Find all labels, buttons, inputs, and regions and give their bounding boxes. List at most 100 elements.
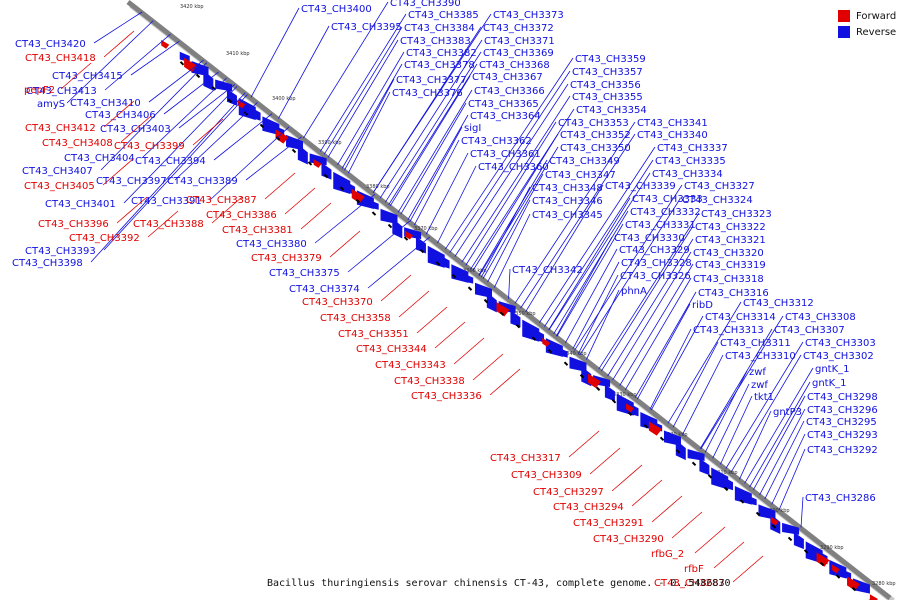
reverse-label-leader bbox=[771, 433, 806, 505]
forward-label-leader bbox=[103, 30, 135, 58]
reverse-gene-label: CT43_CH3345 bbox=[532, 210, 603, 221]
outer-track-dash bbox=[611, 399, 617, 404]
outer-track-dash bbox=[755, 511, 761, 517]
reverse-gene-label: CT43_CH3311 bbox=[720, 338, 791, 349]
forward-gene-arrow bbox=[847, 576, 861, 591]
reverse-gene-label: CT43_CH3410 bbox=[70, 98, 141, 109]
reverse-gene-arrow bbox=[250, 107, 261, 121]
reverse-gene-label: CT43_CH3404 bbox=[64, 153, 135, 164]
reverse-gene-label: CT43_CH3380 bbox=[236, 239, 307, 250]
genome-caption: Bacillus thuringiensis serovar chinensis… bbox=[267, 578, 731, 589]
reverse-label-leader bbox=[480, 186, 531, 278]
forward-label-leader bbox=[329, 230, 361, 258]
outer-track-dash bbox=[675, 449, 681, 454]
forward-gene-arrow bbox=[542, 337, 551, 347]
reverse-gene-label: CT43_CH3333 bbox=[632, 194, 703, 205]
reverse-gene-arrow bbox=[215, 79, 233, 92]
forward-label-leader bbox=[102, 158, 134, 186]
legend-reverse-label: Reverse bbox=[856, 26, 897, 38]
reverse-gene-label: gntK_1 bbox=[812, 378, 847, 389]
reverse-gene-label: CT43_CH3331 bbox=[625, 220, 696, 231]
reverse-swatch bbox=[838, 26, 850, 38]
reverse-gene-label: phnA bbox=[621, 286, 647, 297]
axis-tick-label: 3350 kbp bbox=[512, 311, 536, 317]
reverse-gene-label: CT43_CH3324 bbox=[682, 195, 753, 206]
reverse-label-leader bbox=[465, 121, 557, 266]
reverse-gene-label: CT43_CH3316 bbox=[698, 288, 769, 299]
forward-label-leader bbox=[568, 430, 600, 458]
reverse-label-leader bbox=[699, 328, 773, 449]
outer-track-dash bbox=[515, 323, 521, 329]
reverse-label-leader bbox=[367, 236, 430, 289]
reverse-label-leader bbox=[508, 268, 511, 299]
forward-gene-label: CT43_CH3408 bbox=[42, 138, 113, 149]
axis-tick-label: 3380 kbp bbox=[366, 184, 390, 190]
forward-label-leader bbox=[147, 210, 179, 238]
reverse-label-leader bbox=[437, 165, 477, 244]
reverse-gene-label: CT43_CH3340 bbox=[637, 130, 708, 141]
forward-gene-label: CT43_CH3387 bbox=[186, 195, 257, 206]
axis-tick-label: 3310 kbp bbox=[714, 470, 738, 476]
reverse-gene-label: CT43_CH3378 bbox=[404, 60, 475, 71]
reverse-gene-label: CT43_CH3350 bbox=[560, 143, 631, 154]
reverse-label-leader bbox=[544, 159, 654, 327]
reverse-gene-label: CT43_CH3361 bbox=[470, 149, 541, 160]
legend: Forward Reverse bbox=[838, 8, 898, 40]
outer-track-dash bbox=[787, 536, 793, 542]
outer-track-dash bbox=[659, 436, 665, 442]
reverse-label-leader bbox=[487, 199, 531, 283]
axis-tick-label: 3370 kbp bbox=[414, 226, 438, 232]
outer-track-dash bbox=[835, 574, 841, 579]
forward-gene-arrow bbox=[770, 516, 779, 526]
forward-label-leader bbox=[192, 118, 224, 146]
reverse-label-leader bbox=[598, 212, 700, 370]
reverse-gene-label: amyS bbox=[37, 99, 65, 110]
reverse-gene-label: CT43_CH3371 bbox=[484, 36, 555, 47]
reverse-label-leader bbox=[564, 248, 618, 344]
reverse-gene-label: CT43_CH3393 bbox=[25, 246, 96, 257]
reverse-gene-label: CT43_CH3292 bbox=[807, 445, 878, 456]
reverse-gene-label: CT43_CH3406 bbox=[85, 110, 156, 121]
outer-track-dash bbox=[227, 98, 233, 104]
reverse-label-leader bbox=[478, 159, 548, 276]
forward-label-leader bbox=[103, 100, 135, 128]
reverse-gene-label: CT43_CH3383 bbox=[400, 36, 471, 47]
reverse-label-leader bbox=[425, 152, 469, 235]
reverse-gene-label: CT43_CH3296 bbox=[807, 405, 878, 416]
outer-track-dash bbox=[323, 173, 329, 179]
reverse-gene-label: gntK_1 bbox=[815, 364, 850, 375]
reverse-label-leader bbox=[104, 33, 171, 91]
forward-label-leader bbox=[732, 555, 764, 583]
reverse-gene-label: CT43_CH3346 bbox=[532, 196, 603, 207]
reverse-label-leader bbox=[449, 70, 571, 253]
reverse-gene-label: CT43_CH3362 bbox=[461, 136, 532, 147]
outer-track-dash bbox=[643, 424, 649, 429]
reverse-gene-arrow bbox=[463, 273, 474, 284]
reverse-gene-label: zwf bbox=[751, 380, 768, 391]
reverse-label-leader bbox=[66, 20, 154, 104]
reverse-label-leader bbox=[347, 91, 391, 174]
outer-track-dash bbox=[531, 336, 537, 341]
reverse-label-leader bbox=[553, 210, 629, 335]
reverse-label-leader bbox=[93, 11, 143, 44]
reverse-gene-label: CT43_CH3319 bbox=[695, 260, 766, 271]
outer-track-dash bbox=[723, 486, 729, 492]
forward-gene-arrow bbox=[184, 57, 198, 73]
reverse-label-leader bbox=[619, 263, 694, 386]
reverse-gene-label: CT43_CH3359 bbox=[575, 54, 646, 65]
reverse-label-leader bbox=[90, 92, 246, 263]
outer-track-dash bbox=[371, 211, 377, 216]
reverse-label-leader bbox=[539, 146, 656, 323]
outer-track-dash bbox=[435, 261, 441, 266]
reverse-label-leader bbox=[130, 40, 180, 76]
forward-label-leader bbox=[489, 368, 521, 396]
forward-gene-label: CT43_CH3412 bbox=[25, 123, 96, 134]
reverse-label-leader bbox=[682, 354, 724, 435]
reverse-gene-label: CT43_CH3328 bbox=[621, 258, 692, 269]
forward-gene-arrow bbox=[648, 421, 662, 436]
reverse-label-leader bbox=[612, 251, 692, 381]
legend-forward: Forward bbox=[838, 8, 898, 24]
reverse-label-leader bbox=[407, 114, 469, 221]
forward-gene-label: CT43_CH3294 bbox=[553, 502, 624, 513]
forward-gene-arrow bbox=[313, 159, 322, 168]
